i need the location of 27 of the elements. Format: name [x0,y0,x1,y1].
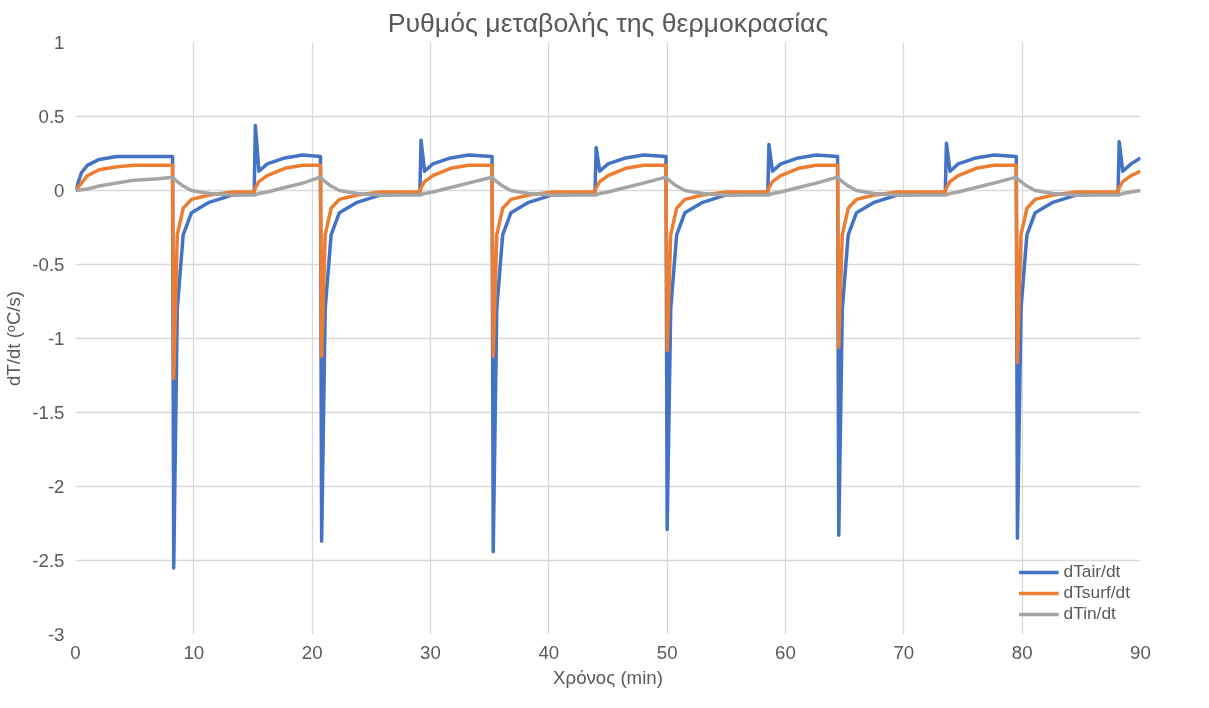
x-tick-label: 90 [1130,641,1151,663]
legend-label: dTin/dt [1063,603,1116,624]
x-tick-label: 80 [1011,641,1033,663]
x-tick-label: 0 [70,641,81,663]
chart-title: Ρυθμός μεταβολής της θερμοκρασίας [387,7,829,38]
y-tick-label: -1.5 [32,402,65,423]
y-tick-label: -0.5 [32,254,65,275]
y-axis-title: dT/dt (ᵒC/s) [3,290,25,387]
x-axis-title: Χρόνος (min) [553,666,663,688]
y-tick-label: -2 [47,476,65,497]
x-tick-label: 30 [420,641,441,663]
x-tick-label: 60 [775,641,796,663]
y-tick-label: -3 [47,624,65,645]
legend-label: dTsurf/dt [1063,582,1130,603]
y-tick-label: -2.5 [32,550,65,571]
x-tick-label: 40 [538,641,560,663]
x-tick-label: 70 [893,641,915,663]
line-series [75,175,1141,197]
y-tick-label: 0.5 [38,106,65,127]
legend-label: dTair/dt [1063,561,1121,582]
y-tick-label: -1 [47,328,65,349]
x-tick-label: 50 [656,641,678,663]
x-tick-label: 10 [183,641,205,663]
y-tick-label: 1 [54,32,65,53]
x-tick-label: 20 [301,641,323,663]
y-tick-label: 0 [54,180,65,201]
line-series [75,163,1141,381]
